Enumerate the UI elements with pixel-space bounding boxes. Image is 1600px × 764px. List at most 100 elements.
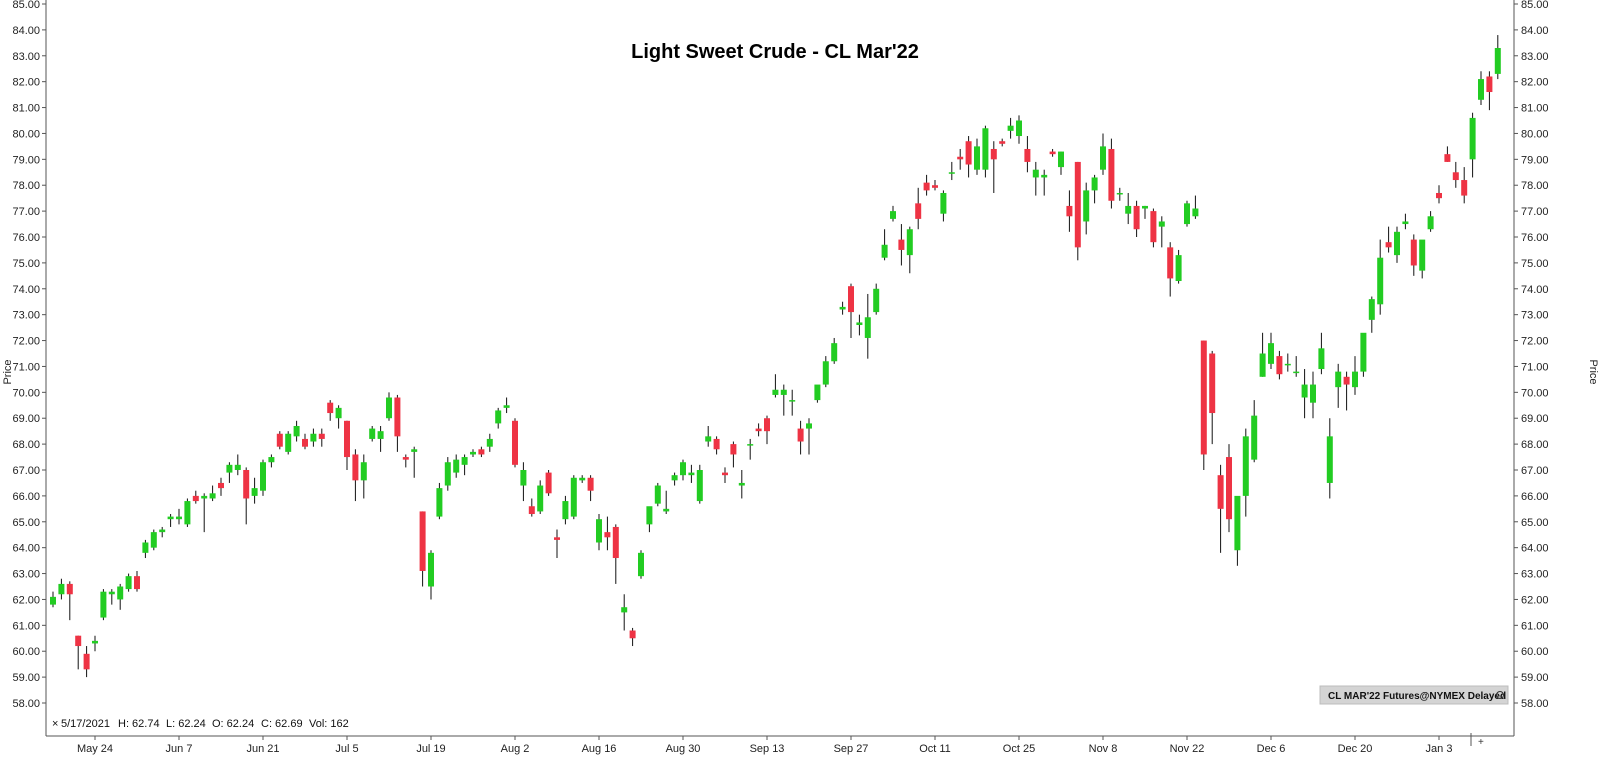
candle	[470, 449, 476, 458]
candle-body-up	[234, 464, 241, 470]
candle-body-up	[1352, 371, 1358, 388]
candle	[92, 635, 98, 652]
candle-body-up	[201, 495, 208, 499]
x-tick-label: Sep 27	[834, 743, 869, 755]
candle	[444, 457, 451, 491]
scroll-marker-icon[interactable]: +	[1470, 733, 1484, 748]
candle	[713, 436, 720, 455]
candle	[528, 498, 535, 517]
right-y-tick-label: 70.00	[1521, 387, 1549, 399]
candle	[1394, 226, 1400, 263]
candle-body-up	[890, 211, 896, 219]
candle	[562, 495, 569, 525]
candle	[302, 433, 308, 450]
candle-body-up	[1427, 216, 1434, 230]
candle	[797, 420, 804, 455]
candle-body-up	[184, 501, 191, 525]
candle-body-down	[1108, 148, 1115, 201]
candle-body-up	[1326, 436, 1333, 483]
candle	[1377, 239, 1384, 315]
candle	[1032, 161, 1039, 196]
candle	[1436, 185, 1442, 204]
candle	[629, 627, 636, 647]
candle-body-down	[528, 506, 535, 515]
candle-body-up	[621, 607, 628, 613]
candle	[806, 418, 812, 455]
candle-body-down	[1024, 148, 1031, 162]
candle-body-up	[579, 477, 586, 481]
candle	[360, 454, 367, 499]
left-y-tick-label: 71.00	[12, 361, 40, 373]
candle-body-up	[100, 591, 107, 618]
candle	[419, 511, 426, 587]
candle-body-down	[990, 148, 997, 160]
candle-body-up	[470, 451, 476, 455]
candle-body-up	[1234, 495, 1241, 551]
candle-body-down	[898, 239, 905, 250]
candle-body-up	[696, 470, 703, 502]
x-tick-label: Aug 16	[582, 743, 617, 755]
candle-body-down	[302, 438, 308, 447]
candle-body-up	[520, 470, 527, 486]
candle-body-up	[1058, 151, 1064, 168]
candle-body-up	[167, 516, 174, 520]
candle	[108, 589, 115, 605]
candle	[1007, 117, 1014, 139]
candle-body-up	[369, 428, 376, 439]
candles	[50, 35, 1501, 678]
x-tick-label: Nov 22	[1170, 743, 1205, 755]
data-source-badge: CL MAR'22 Futures@NYMEX Delayed	[1319, 685, 1509, 705]
candle-body-down	[327, 402, 334, 414]
info-close: C: 62.69	[261, 718, 303, 730]
right-y-tick-label: 76.00	[1521, 232, 1549, 244]
candle-body-up	[1192, 208, 1199, 217]
candle	[50, 591, 56, 608]
candle	[839, 301, 846, 315]
candle-body-up	[688, 472, 695, 476]
left-y-axis-label: Price	[2, 359, 14, 384]
candle-body-up	[92, 640, 98, 644]
candle	[705, 425, 712, 447]
candle	[260, 459, 266, 496]
candle-body-up	[1402, 221, 1409, 225]
badge-background	[1319, 685, 1509, 705]
candle	[789, 389, 796, 416]
candle	[486, 433, 493, 452]
candle-body-up	[1268, 343, 1274, 364]
candle	[520, 462, 527, 502]
candle-body-down	[1444, 154, 1451, 162]
right-y-tick-label: 71.00	[1521, 361, 1549, 373]
candle	[1284, 353, 1291, 372]
candle	[461, 454, 468, 476]
candle	[285, 431, 292, 455]
candle	[1461, 167, 1468, 204]
candle-body-down	[478, 449, 485, 455]
x-tick-label: Oct 11	[919, 743, 951, 755]
candle	[1024, 136, 1031, 173]
candle-body-up	[1125, 205, 1132, 214]
candle	[646, 506, 653, 533]
candle-body-up	[680, 462, 686, 476]
candle	[1158, 216, 1165, 248]
x-tick-label: Sep 13	[750, 743, 785, 755]
candle	[344, 420, 350, 470]
candle-body-up	[1469, 117, 1476, 160]
candle-body-up	[268, 457, 275, 463]
candle	[142, 539, 149, 559]
candle	[1402, 213, 1409, 230]
candle	[1343, 371, 1350, 411]
candle	[512, 418, 518, 468]
left-y-ticks: 58.00 59.00 60.00 61.00 62.00 63.00 64.00 65.00…	[12, 0, 46, 710]
candle	[1150, 208, 1157, 248]
candle-body-up	[1419, 239, 1426, 271]
candle-body-up	[772, 389, 779, 395]
candle	[1452, 161, 1459, 188]
candle	[1209, 350, 1216, 445]
candle-body-down	[1150, 211, 1157, 243]
candle	[1133, 200, 1140, 237]
info-volume: Vol: 162	[309, 718, 349, 730]
candle-body-up	[562, 501, 569, 520]
candle-body-up	[814, 384, 821, 401]
candle-body-up	[646, 506, 653, 525]
left-y-tick-label: 60.00	[12, 646, 40, 658]
